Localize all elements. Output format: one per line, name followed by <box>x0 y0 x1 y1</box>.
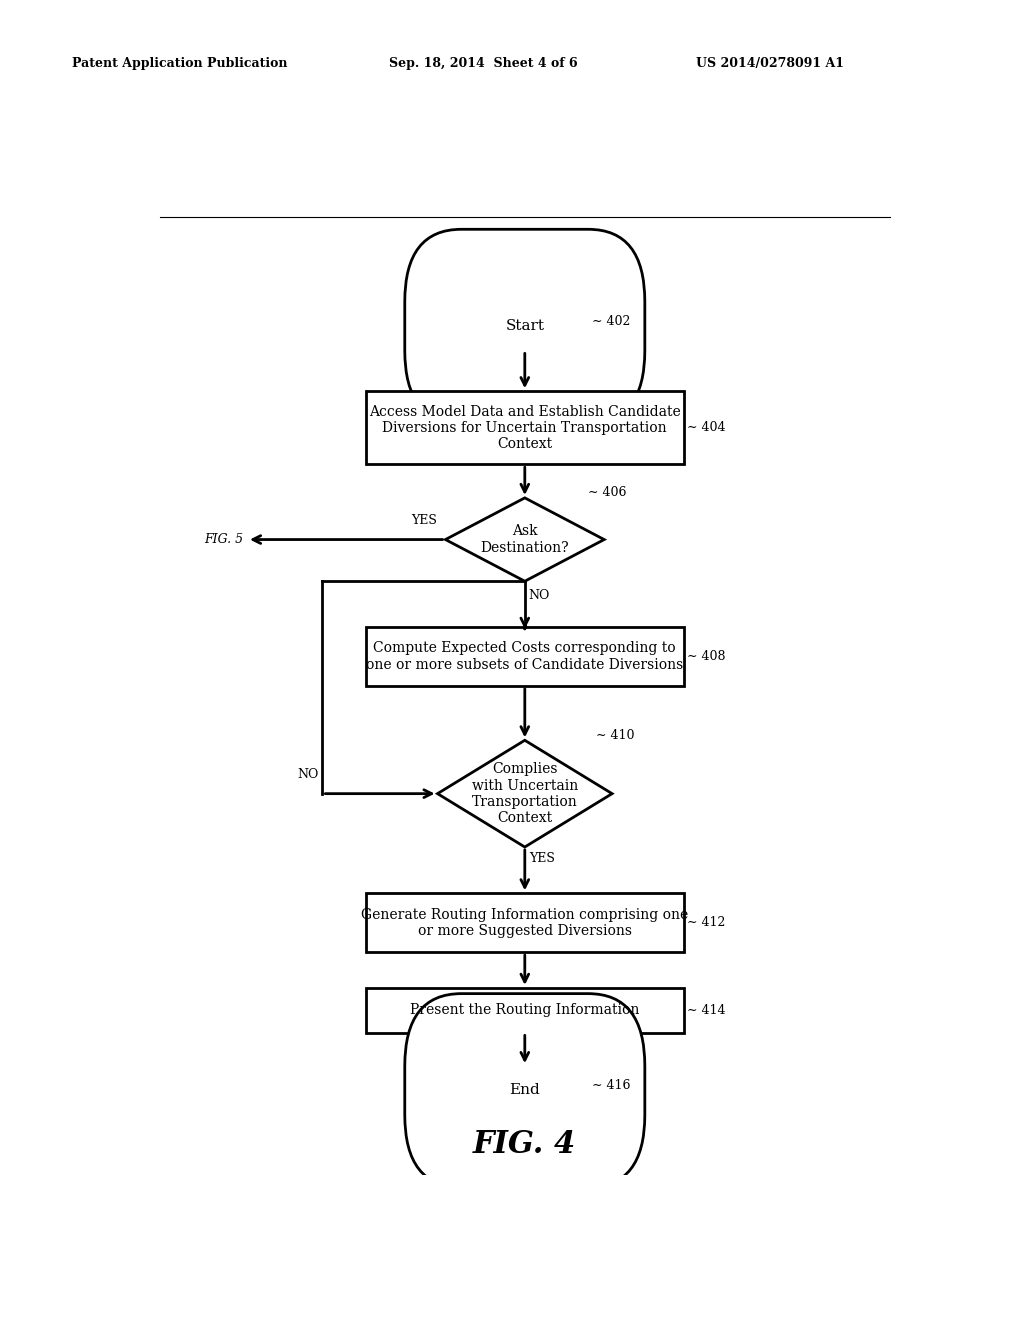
Text: ∼ 402: ∼ 402 <box>592 314 631 327</box>
Text: YES: YES <box>412 515 437 528</box>
Text: NO: NO <box>528 589 550 602</box>
Text: Sep. 18, 2014  Sheet 4 of 6: Sep. 18, 2014 Sheet 4 of 6 <box>389 57 578 70</box>
Text: FIG. 4: FIG. 4 <box>473 1129 577 1160</box>
Text: ∼ 408: ∼ 408 <box>687 649 726 663</box>
Text: ∼ 416: ∼ 416 <box>592 1078 631 1092</box>
Text: ∼ 410: ∼ 410 <box>596 729 635 742</box>
Polygon shape <box>445 498 604 581</box>
Text: ∼ 406: ∼ 406 <box>588 486 627 499</box>
Text: NO: NO <box>297 768 318 781</box>
Bar <box>367 627 684 686</box>
Bar <box>367 391 684 465</box>
FancyBboxPatch shape <box>404 994 645 1187</box>
Text: Ask
Destination?: Ask Destination? <box>480 524 569 554</box>
FancyBboxPatch shape <box>404 230 645 422</box>
Text: Generate Routing Information comprising one
or more Suggested Diversions: Generate Routing Information comprising … <box>361 908 688 937</box>
Text: ∼ 404: ∼ 404 <box>687 421 726 434</box>
Text: FIG. 5: FIG. 5 <box>204 533 243 546</box>
Text: US 2014/0278091 A1: US 2014/0278091 A1 <box>696 57 845 70</box>
Text: ∼ 414: ∼ 414 <box>687 1003 726 1016</box>
Text: ∼ 412: ∼ 412 <box>687 916 726 929</box>
Text: Start: Start <box>505 319 545 333</box>
Text: Present the Routing Information: Present the Routing Information <box>411 1003 639 1018</box>
Text: YES: YES <box>528 853 555 865</box>
Text: Compute Expected Costs corresponding to
one or more subsets of Candidate Diversi: Compute Expected Costs corresponding to … <box>367 642 683 672</box>
Text: Access Model Data and Establish Candidate
Diversions for Uncertain Transportatio: Access Model Data and Establish Candidat… <box>369 404 681 451</box>
Text: Complies
with Uncertain
Transportation
Context: Complies with Uncertain Transportation C… <box>472 763 578 825</box>
Text: Patent Application Publication: Patent Application Publication <box>72 57 287 70</box>
Polygon shape <box>437 741 612 847</box>
Bar <box>367 894 684 952</box>
Text: End: End <box>509 1084 541 1097</box>
Bar <box>367 987 684 1032</box>
